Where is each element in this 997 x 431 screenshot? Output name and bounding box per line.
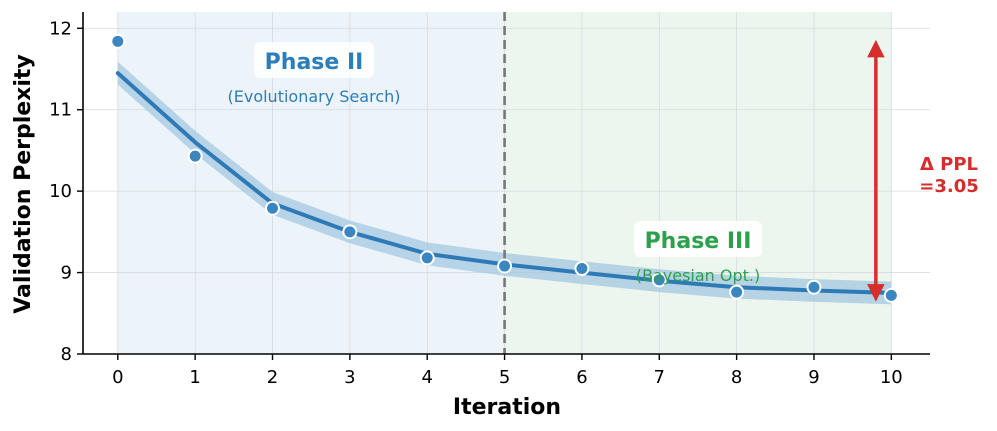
data-point (651, 272, 667, 288)
x-tick-label: 1 (189, 367, 200, 388)
x-axis-title: Iteration (453, 395, 561, 420)
phase-subtitle: (Evolutionary Search) (228, 87, 401, 106)
x-tick-label: 2 (267, 367, 278, 388)
y-tick-label: 10 (49, 181, 72, 202)
y-tick-label: 8 (61, 344, 72, 365)
y-tick-label: 12 (49, 18, 72, 39)
delta-label-line1: Δ PPL (920, 154, 978, 175)
x-tick-label: 6 (576, 367, 587, 388)
y-axis-title: Validation Perplexity (11, 54, 36, 314)
phase-label-box (634, 221, 762, 257)
data-point (110, 33, 126, 49)
data-point (883, 287, 899, 303)
data-point (574, 261, 590, 276)
phase-subtitle: (Bayesian Opt.) (636, 266, 761, 285)
x-tick-label: 10 (880, 367, 903, 388)
data-point (497, 258, 513, 274)
data-point (729, 284, 745, 300)
x-tick-label: 4 (421, 367, 432, 388)
x-tick-label: 7 (654, 367, 665, 388)
data-point (806, 279, 822, 295)
delta-label-line2: =3.05 (919, 176, 979, 197)
data-point (265, 200, 281, 216)
phase-title: Phase III (645, 229, 752, 254)
y-tick-label: 11 (49, 100, 72, 121)
x-tick-label: 9 (808, 367, 819, 388)
data-point (187, 148, 203, 164)
x-tick-label: 8 (731, 367, 742, 388)
x-tick-label: 5 (499, 367, 510, 388)
data-point (419, 250, 435, 266)
phase-title: Phase II (265, 50, 364, 75)
data-point (342, 224, 358, 240)
x-tick-label: 3 (344, 367, 355, 388)
phase-background-3 (504, 12, 892, 354)
x-tick-label: 0 (112, 367, 123, 388)
phase-label-box (254, 42, 374, 78)
y-tick-label: 9 (61, 263, 72, 284)
